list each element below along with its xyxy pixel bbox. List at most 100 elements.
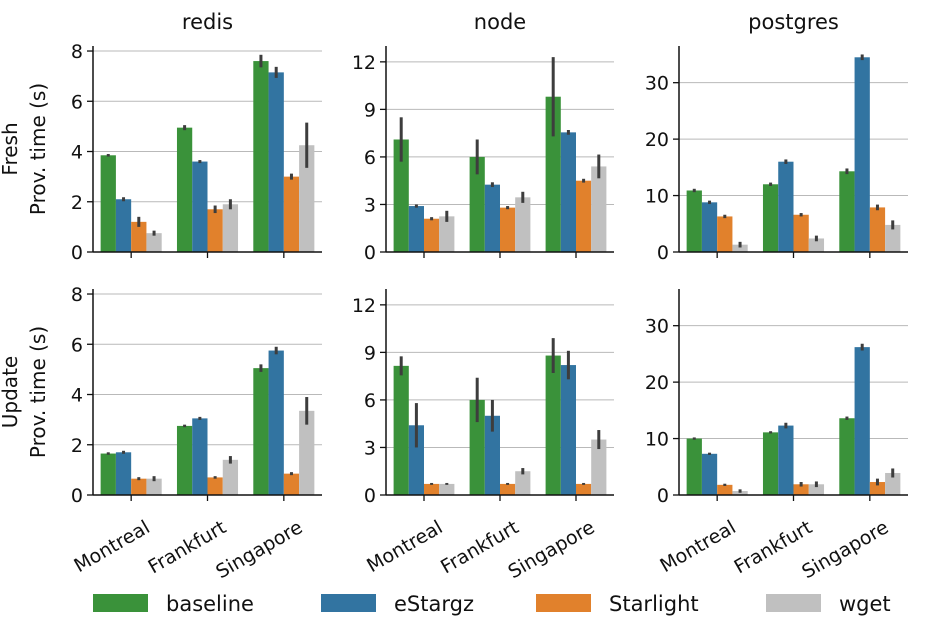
legend: baseline eStargz Starlight wget (93, 592, 891, 616)
y-tick-label: 0 (71, 242, 83, 264)
bar-eStargz-singapore (268, 72, 284, 252)
bar-baseline-frankfurt (762, 432, 779, 495)
y-tick-label: 6 (71, 334, 83, 356)
bar-wget-singapore (885, 472, 901, 495)
bar-baseline-montreal (686, 190, 702, 252)
bar-Starlight-montreal (131, 478, 147, 495)
bar-Starlight-singapore (576, 180, 592, 252)
bar-Starlight-montreal (717, 484, 733, 495)
bar-Starlight-montreal (717, 216, 733, 252)
bar-Starlight-frankfurt (207, 477, 223, 495)
y-tick-label: 9 (364, 99, 376, 121)
bar-eStargz-montreal (408, 206, 424, 252)
legend-swatch-wget (766, 594, 821, 612)
bar-wget-montreal (732, 244, 748, 252)
bar-Starlight-frankfurt (207, 209, 223, 252)
x-tick-label: Montreal (363, 516, 446, 577)
bar-baseline-montreal (686, 438, 702, 495)
x-tick-label: Singapore (504, 516, 598, 583)
bar-baseline-frankfurt (469, 399, 485, 495)
bar-Starlight-singapore (576, 483, 592, 495)
bar-wget-singapore (591, 439, 607, 495)
y-tick-label: 2 (71, 435, 83, 457)
y-tick-label: 2 (71, 192, 83, 214)
bar-Starlight-frankfurt (500, 483, 516, 495)
y-axis-label: Prov. time (s) (26, 83, 50, 215)
bar-wget-frankfurt (222, 204, 239, 252)
panel-fresh-node: 0 3 6 9 12 node (352, 10, 614, 264)
legend-swatch-estargz (321, 594, 376, 612)
bar-wget-montreal (732, 491, 748, 495)
bar-baseline-frankfurt (762, 184, 779, 252)
bar-eStargz-frankfurt (192, 161, 208, 252)
bar-wget-frankfurt (515, 471, 531, 495)
bar-baseline-montreal (100, 155, 116, 252)
bar-wget-montreal (146, 233, 162, 252)
bar-eStargz-singapore (854, 347, 870, 495)
bar-wget-frankfurt (515, 197, 531, 252)
bar-Starlight-montreal (131, 221, 147, 252)
bar-baseline-frankfurt (176, 127, 193, 252)
y-tick-label: 0 (364, 485, 376, 507)
bar-baseline-singapore (839, 171, 855, 252)
bar-Starlight-montreal (424, 218, 440, 252)
panel-title: postgres (748, 10, 839, 34)
x-tick-label: Singapore (798, 516, 892, 583)
y-tick-label: 3 (364, 437, 376, 459)
bar-baseline-singapore (253, 61, 269, 253)
y-tick-label: 8 (71, 284, 83, 306)
panel-title: redis (182, 10, 233, 34)
bar-wget-singapore (299, 145, 315, 252)
bar-wget-singapore (299, 410, 315, 495)
bar-eStargz-singapore (268, 350, 284, 495)
y-tick-label: 8 (71, 41, 83, 63)
y-tick-label: 0 (71, 485, 83, 507)
legend-label-estargz: eStargz (394, 592, 474, 616)
row-label-line1: Update (0, 356, 22, 428)
legend-label-starlight: Starlight (609, 592, 699, 616)
bar-Starlight-singapore (869, 207, 886, 252)
legend-label-wget: wget (839, 592, 891, 616)
bar-eStargz-frankfurt (484, 184, 500, 252)
y-tick-label: 4 (71, 385, 83, 407)
bar-eStargz-frankfurt (192, 418, 208, 495)
bar-Starlight-singapore (869, 482, 886, 495)
legend-swatch-starlight (536, 594, 591, 612)
bar-eStargz-singapore (854, 57, 870, 252)
bar-eStargz-singapore (560, 365, 576, 495)
y-tick-label: 6 (71, 91, 83, 113)
y-tick-label: 9 (364, 342, 376, 364)
bar-wget-montreal (439, 216, 455, 252)
bar-baseline-singapore (545, 355, 561, 495)
bar-wget-singapore (591, 166, 607, 252)
y-tick-label: 20 (645, 129, 669, 151)
y-tick-label: 12 (352, 52, 376, 74)
y-tick-label: 20 (645, 372, 669, 394)
bar-eStargz-frankfurt (778, 161, 794, 252)
bar-eStargz-montreal (408, 425, 424, 495)
bar-wget-montreal (146, 478, 162, 495)
y-tick-label: 0 (657, 242, 669, 264)
bar-eStargz-montreal (115, 199, 132, 252)
bar-baseline-montreal (100, 453, 116, 495)
bar-wget-frankfurt (222, 459, 239, 495)
y-tick-label: 3 (364, 194, 376, 216)
y-tick-label: 0 (657, 485, 669, 507)
panel-fresh-postgres: 0 10 20 30 postgres (645, 10, 908, 264)
y-tick-label: 30 (645, 73, 669, 95)
bar-eStargz-frankfurt (484, 415, 500, 495)
bar-baseline-singapore (839, 418, 855, 495)
y-tick-label: 10 (645, 186, 669, 208)
bar-wget-singapore (885, 224, 901, 252)
bar-wget-frankfurt (808, 238, 825, 252)
bar-eStargz-frankfurt (778, 425, 794, 495)
bar-eStargz-montreal (701, 202, 718, 252)
bar-baseline-montreal (393, 139, 409, 252)
bar-baseline-singapore (253, 368, 269, 495)
bar-wget-frankfurt (808, 484, 825, 495)
